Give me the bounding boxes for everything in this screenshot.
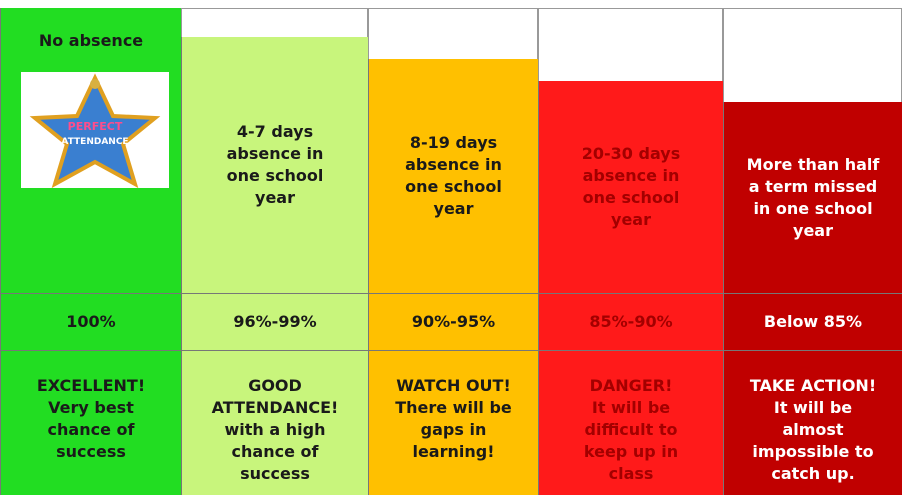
text-line: year	[434, 198, 474, 220]
blank-space	[538, 8, 723, 81]
blank-space	[368, 8, 538, 59]
text-line: gaps in	[421, 419, 487, 441]
text-line: in one school	[753, 198, 872, 220]
text-line: absence in	[227, 143, 324, 165]
text-line: year	[611, 209, 651, 231]
text-line: success	[56, 441, 126, 463]
star-icon: PERFECT ATTENDANCE	[21, 72, 169, 188]
percent: 100%	[66, 311, 115, 333]
star-image: PERFECT ATTENDANCE	[21, 72, 169, 188]
text-line: DANGER!	[590, 375, 673, 397]
text-line: chance of	[48, 419, 135, 441]
text-line: TAKE ACTION!	[750, 375, 876, 397]
text-line: EXCELLENT!	[37, 375, 145, 397]
image-text: ATTENDANCE	[61, 137, 128, 147]
text-line: It will be	[774, 397, 852, 419]
percent-cell: 85%-90%	[539, 293, 723, 350]
text-line: success	[240, 463, 310, 485]
text-line: 4-7 days	[237, 121, 313, 143]
text-line: 8-19 days	[410, 132, 497, 154]
text-line: There will be	[395, 397, 512, 419]
column: No absence PERFECT ATTENDANCE 100% EXCELLENT…	[0, 8, 181, 495]
text-line: absence in	[405, 154, 502, 176]
percent: Below 85%	[764, 311, 862, 333]
blank-space	[181, 8, 368, 37]
text-line: with a high	[225, 419, 326, 441]
text-line: impossible to	[752, 441, 873, 463]
percent-cell: 100%	[1, 293, 181, 350]
text-line: class	[609, 463, 654, 485]
text-line: GOOD	[248, 375, 302, 397]
percent-cell: 90%-95%	[369, 293, 538, 350]
text-line: learning!	[412, 441, 494, 463]
text-line: 20-30 days	[582, 143, 680, 165]
percent-cell: 96%-99%	[182, 293, 368, 350]
text-line: difficult to	[585, 419, 678, 441]
percent: 85%-90%	[589, 311, 672, 333]
image-text: PERFECT	[68, 120, 123, 133]
text-line: chance of	[232, 441, 319, 463]
text-line: Very best	[48, 397, 134, 419]
text-line: one school	[227, 165, 324, 187]
blank-space	[723, 8, 902, 102]
text-line: year	[255, 187, 295, 209]
text-line: a term missed	[749, 176, 878, 198]
text-line: year	[793, 220, 833, 242]
attendance-chart: No absence PERFECT ATTENDANCE 100% EXCELLENT…	[0, 0, 902, 495]
text-line: No absence	[39, 30, 143, 52]
text-line: ATTENDANCE!	[212, 397, 339, 419]
text-line: WATCH OUT!	[396, 375, 511, 397]
percent: 90%-95%	[412, 311, 495, 333]
text-line: catch up.	[771, 463, 854, 485]
text-line: More than half	[747, 154, 880, 176]
text-line: absence in	[583, 165, 680, 187]
percent-cell: Below 85%	[724, 293, 902, 350]
percent: 96%-99%	[233, 311, 316, 333]
text-line: one school	[405, 176, 502, 198]
text-line: It will be	[592, 397, 670, 419]
text-line: keep up in	[584, 441, 678, 463]
text-line: one school	[583, 187, 680, 209]
text-line: almost	[782, 419, 843, 441]
